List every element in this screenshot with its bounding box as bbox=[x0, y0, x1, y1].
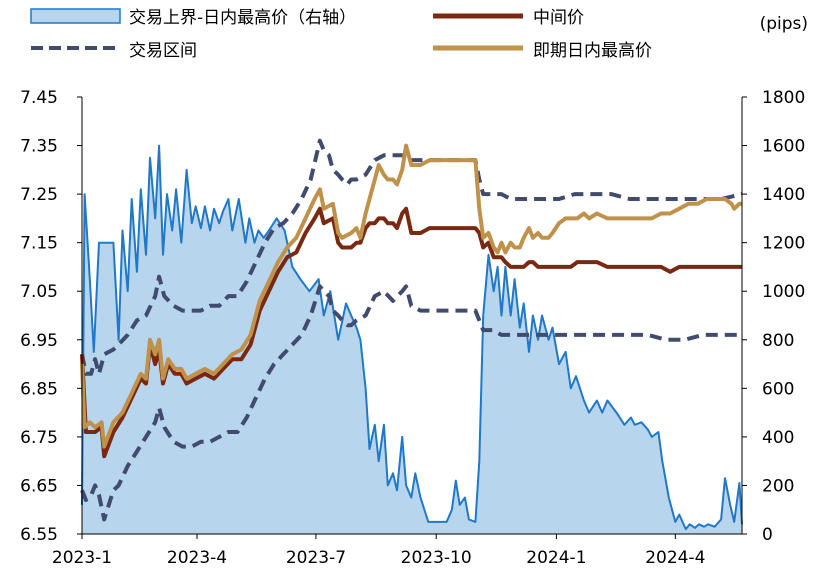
y-tick-label: 7.45 bbox=[20, 88, 58, 108]
y2-tick-label: 600 bbox=[762, 379, 794, 399]
x-tick-label: 2023-4 bbox=[167, 548, 227, 568]
y2-tick-label: 1600 bbox=[762, 137, 805, 157]
y2-tick-label: 800 bbox=[762, 331, 794, 351]
y-tick-label: 6.95 bbox=[20, 331, 58, 351]
axes: 7.45 7.35 7.25 7.15 7.05 6.95 6.85 6.75 6.65 6.55… bbox=[20, 88, 805, 568]
y-tick-label: 7.35 bbox=[20, 137, 58, 157]
x-tick-label: 2023-1 bbox=[52, 548, 112, 568]
series-band-upper bbox=[80, 138, 743, 376]
legend-label-band: 交易区间 bbox=[129, 41, 197, 61]
series-high bbox=[80, 143, 742, 449]
series-mid bbox=[80, 206, 742, 459]
legend: 交易上界-日内最高价（右轴） 中间价 交易区间 即期日内最高价 bbox=[30, 8, 652, 61]
y2-tick-label: 0 bbox=[762, 525, 773, 545]
series-range-area-fill bbox=[82, 145, 742, 534]
y2-tick-label: 400 bbox=[762, 428, 794, 448]
legend-label-mid: 中间价 bbox=[533, 8, 584, 28]
y2-tick-label: 1800 bbox=[762, 88, 805, 108]
y2-tick-label: 1200 bbox=[762, 234, 805, 254]
y-tick-label: 6.75 bbox=[20, 428, 58, 448]
series-band-lower bbox=[80, 284, 742, 522]
y2-tick-label: 1400 bbox=[762, 185, 805, 205]
legend-label-range: 交易上界-日内最高价（右轴） bbox=[129, 8, 356, 28]
y-tick-label: 7.05 bbox=[20, 282, 58, 302]
y-tick-label: 7.25 bbox=[20, 185, 58, 205]
x-tick-label: 2023-7 bbox=[286, 548, 346, 568]
legend-label-high: 即期日内最高价 bbox=[533, 41, 652, 61]
legend-swatch-range bbox=[30, 8, 121, 24]
x-tick-label: 2023-10 bbox=[401, 548, 472, 568]
right-axis-unit: (pips) bbox=[760, 14, 808, 34]
y-tick-label: 6.65 bbox=[20, 476, 58, 496]
y2-tick-label: 1000 bbox=[762, 282, 805, 302]
series-range-area-line bbox=[81, 144, 743, 531]
plot-area bbox=[80, 138, 743, 534]
y2-tick-label: 200 bbox=[762, 476, 794, 496]
y-tick-label: 7.15 bbox=[20, 234, 58, 254]
x-tick-label: 2024-4 bbox=[645, 548, 705, 568]
x-tick-label: 2024-1 bbox=[526, 548, 586, 568]
y-tick-label: 6.85 bbox=[20, 379, 58, 399]
y-tick-label: 6.55 bbox=[20, 525, 58, 545]
